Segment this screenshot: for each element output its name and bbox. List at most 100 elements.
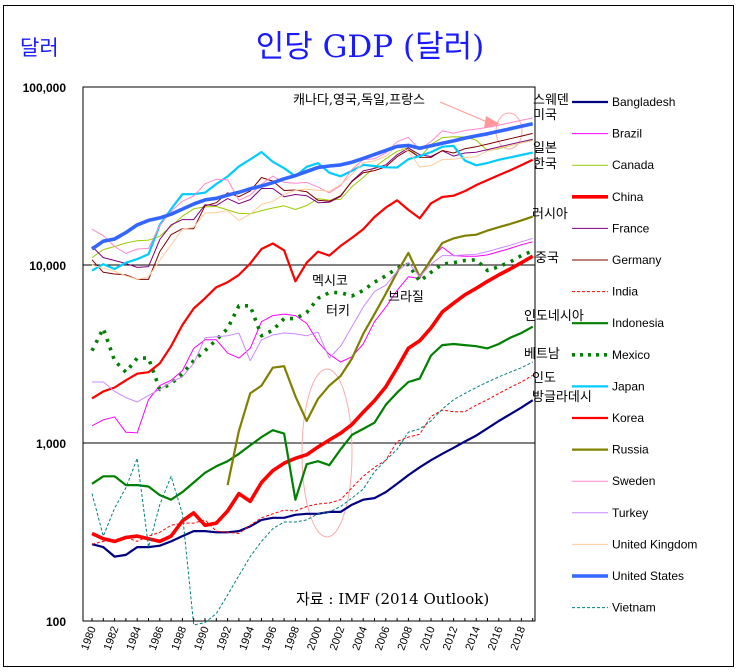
highlight-ellipse-2000 (301, 368, 353, 538)
x-tick-label: 1982 (102, 625, 122, 652)
annotation-label: 일본 (533, 141, 557, 156)
series-line-united-states (90, 121, 534, 251)
annotation-label: 멕시코 (312, 274, 348, 289)
legend-item: Korea (572, 411, 644, 425)
annotation-label: 터키 (326, 304, 350, 319)
y-axis: 100 1,000 10,000 100,000 (23, 81, 67, 629)
x-tick-label: 1988 (170, 625, 190, 652)
legend-label: Vietnam (612, 601, 656, 615)
legend-item: India (572, 285, 638, 299)
x-tick-label: 2014 (463, 625, 483, 652)
series-line-united-kingdom (91, 140, 533, 280)
series-line-canada (91, 136, 533, 259)
legend-label: Indonesia (612, 316, 664, 330)
legend-label: Brazil (612, 127, 642, 141)
x-tick-label: 2002 (328, 625, 348, 652)
annotation-label: 인도 (532, 371, 556, 386)
plot-border (82, 86, 536, 622)
legend-item: Vietnam (572, 601, 656, 615)
annotation-label: 한국 (533, 157, 557, 172)
legend-item: Mexico (572, 348, 650, 362)
callout-arrow (439, 101, 493, 125)
series-line-russia (226, 215, 534, 486)
legend-item: United Kingdom (572, 537, 697, 551)
y-tick-label: 100,000 (23, 81, 67, 95)
annotation-label: 러시아 (532, 207, 568, 222)
legend-label: China (612, 190, 644, 204)
series-line-japan (91, 144, 533, 272)
legend-label: Sweden (612, 474, 655, 488)
plot-area: 100 1,000 10,000 100,000 1980 1982 1984 1986 19… (23, 81, 592, 652)
x-axis: 1980 1982 1984 1986 1988 1990 1992 1994 1996 1998… (79, 618, 534, 652)
legend-item: Sweden (572, 474, 655, 488)
x-tick-label: 1984 (124, 625, 144, 652)
chart-frame (3, 5, 734, 667)
y-tick-label: 100 (46, 615, 66, 629)
annotation-label: 중국 (535, 251, 559, 266)
series-line-indonesia (91, 325, 534, 501)
legend-item: Canada (572, 158, 654, 172)
x-tick-label: 2016 (486, 625, 506, 652)
legend-item: United States (572, 569, 684, 583)
source-note: 자료 : IMF (2014 Outlook) (296, 590, 489, 608)
x-tick-label: 2012 (441, 625, 461, 652)
x-tick-label: 2006 (373, 625, 393, 652)
series-line-sweden (91, 117, 533, 254)
legend-item: Indonesia (572, 316, 664, 330)
legend-item: Turkey (572, 506, 648, 520)
chart-title: 인당 GDP (달러) (256, 29, 484, 65)
annotation-label: 미국 (533, 108, 557, 123)
series-line-germany (91, 132, 533, 280)
series-line-turkey (92, 237, 533, 403)
annotation-label: 스웨덴 (533, 93, 569, 108)
y-tick-label: 10,000 (29, 259, 66, 273)
x-tick-label: 1980 (79, 625, 99, 652)
series-line-brazil (91, 241, 533, 434)
x-tick-label: 1998 (283, 625, 303, 652)
gridlines (83, 264, 535, 444)
series-line-korea (91, 158, 534, 400)
highlight-ellipses (301, 101, 523, 538)
series-line-india (91, 374, 533, 545)
x-tick-label: 2000 (305, 625, 325, 652)
legend-item: Japan (572, 379, 645, 393)
legend-label: Bangladesh (612, 95, 675, 109)
legend-label: Turkey (612, 506, 648, 520)
legend-label: Japan (612, 379, 645, 393)
legend-label: Korea (612, 411, 644, 425)
x-tick-label: 2004 (350, 625, 370, 652)
x-tick-label: 2008 (396, 625, 416, 652)
series-line-china (91, 254, 534, 544)
annotation-label: 캐나다,영국,독일,프랑스 (293, 93, 425, 108)
series-lines (90, 117, 534, 626)
annotation-label: 인도네시아 (524, 309, 584, 324)
annotation-label: 브라질 (388, 290, 424, 305)
annotation-label: 베트남 (524, 347, 560, 362)
legend-item: France (572, 221, 650, 235)
x-tick-label: 2018 (509, 625, 529, 652)
legend-label: France (612, 221, 650, 235)
x-tick-label: 1990 (192, 625, 212, 652)
legend-item: Germany (572, 253, 661, 267)
y-tick-label: 1,000 (36, 437, 66, 451)
legend-item: Russia (572, 443, 649, 457)
legend-label: United States (612, 569, 684, 583)
legend-label: United Kingdom (612, 537, 697, 551)
legend: Bangladesh Brazil Canada China France Germany… (572, 95, 697, 615)
x-tick-label: 1996 (260, 625, 280, 652)
series-line-vietnam (91, 361, 533, 626)
y-unit-label: 달러 (20, 36, 59, 60)
callout-arrowhead (484, 116, 500, 128)
x-tick-label: 1994 (237, 625, 257, 652)
legend-item: China (572, 190, 644, 204)
legend-label: India (612, 285, 638, 299)
x-tick-label: 1992 (215, 625, 235, 652)
series-line-mexico (90, 249, 534, 392)
legend-label: Mexico (612, 348, 650, 362)
legend-label: Germany (612, 253, 661, 267)
x-tick-label: 2010 (418, 625, 438, 652)
annotation-label: 방글라데시 (532, 390, 592, 405)
legend-item: Brazil (572, 127, 642, 141)
